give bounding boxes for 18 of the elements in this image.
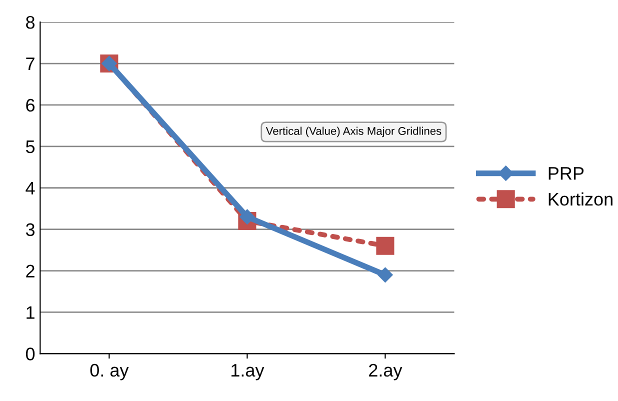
point	[240, 209, 255, 224]
legend-label: Kortizon	[548, 192, 612, 206]
y-tick-label: 8	[26, 16, 35, 29]
y-tick-label: 6	[26, 98, 35, 112]
y-tick-label: 3	[26, 223, 35, 236]
x-tick-label: 0. ay	[90, 364, 129, 380]
y-tick-label: 0	[26, 348, 35, 360]
point	[376, 236, 394, 255]
annotation: Vertical (Value) Axis Major Gridlines	[266, 126, 442, 138]
y-tick-label: 5	[26, 140, 35, 154]
y-tick-label: 7	[26, 58, 34, 70]
x-tick-label: 1.ay	[232, 364, 264, 380]
y-tick-label: 4	[26, 182, 35, 194]
x-tick-label: 2.ay	[369, 364, 402, 380]
y-tick-label: 1	[26, 306, 34, 319]
y-tick-label: 2	[26, 264, 34, 278]
point	[378, 267, 393, 282]
legend-label: PRP	[548, 167, 584, 180]
